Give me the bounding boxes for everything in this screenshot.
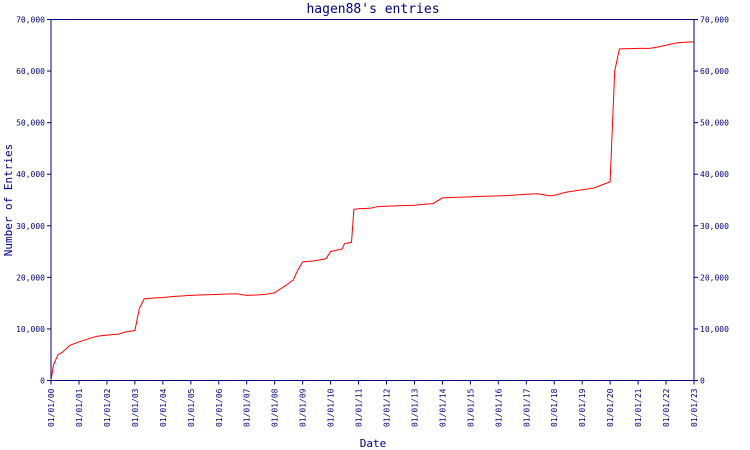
x-tick-label: 01/01/14 (438, 388, 447, 427)
x-tick-label: 01/01/03 (131, 388, 140, 427)
x-axis-label: Date (360, 437, 387, 450)
y-tick-label-left: 10,000 (16, 325, 45, 334)
x-tick-label: 01/01/18 (550, 388, 559, 427)
y-tick-label-right: 10,000 (700, 325, 729, 334)
x-tick-label: 01/01/04 (159, 388, 168, 427)
x-tick-label: 01/01/09 (299, 388, 308, 427)
x-tick-label: 01/01/00 (47, 388, 56, 427)
x-tick-label: 01/01/08 (271, 388, 280, 427)
y-tick-label-left: 60,000 (16, 67, 45, 76)
x-axis: 01/01/00 01/01/01 01/01/02 01/01/03 01/01/04… (47, 380, 699, 427)
y-tick-label-right: 70,000 (700, 16, 729, 25)
x-tick-label: 01/01/20 (606, 388, 615, 427)
x-tick-label: 01/01/11 (355, 388, 364, 427)
x-tick-label: 01/01/17 (522, 388, 531, 427)
y-tick-label-left: 70,000 (16, 16, 45, 25)
y-axis-left: 0 10,000 20,000 30,000 40,000 50,000 60,000 70,… (16, 16, 51, 386)
y-tick-label-right: 50,000 (700, 119, 729, 128)
entries-series-line (50, 41, 695, 381)
y-tick-label-right: 30,000 (700, 222, 729, 231)
y-tick-label-right: 0 (700, 377, 705, 386)
y-tick-label-right: 40,000 (700, 170, 729, 179)
x-tick-label: 01/01/16 (494, 388, 503, 427)
y-axis-right: 0 10,000 20,000 30,000 40,000 50,000 60,000 70,… (694, 16, 729, 386)
x-tick-label: 01/01/07 (243, 388, 252, 427)
x-tick-label: 01/01/19 (578, 388, 587, 427)
x-tick-label: 01/01/02 (103, 388, 112, 427)
y-tick-label-left: 40,000 (16, 170, 45, 179)
y-tick-label-right: 60,000 (700, 67, 729, 76)
plot-area (50, 19, 695, 381)
x-tick-label: 01/01/06 (215, 388, 224, 427)
x-tick-label: 01/01/15 (466, 388, 475, 427)
y-tick-label-left: 30,000 (16, 222, 45, 231)
y-tick-label-left: 50,000 (16, 119, 45, 128)
y-tick-label-right: 20,000 (700, 273, 729, 282)
y-tick-label-left: 0 (40, 377, 45, 386)
x-tick-label: 01/01/13 (410, 388, 419, 427)
x-tick-label: 01/01/23 (690, 388, 699, 427)
x-tick-label: 01/01/21 (634, 388, 643, 427)
x-tick-label: 01/01/01 (75, 388, 84, 427)
x-tick-label: 01/01/05 (187, 388, 196, 427)
x-tick-label: 01/01/12 (382, 388, 391, 427)
x-tick-label: 01/01/22 (662, 388, 671, 427)
y-axis-label: Number of Entries (2, 144, 15, 257)
y-tick-label-left: 20,000 (16, 273, 45, 282)
x-tick-label: 01/01/10 (327, 388, 336, 427)
chart-title: hagen88's entries (306, 2, 439, 17)
